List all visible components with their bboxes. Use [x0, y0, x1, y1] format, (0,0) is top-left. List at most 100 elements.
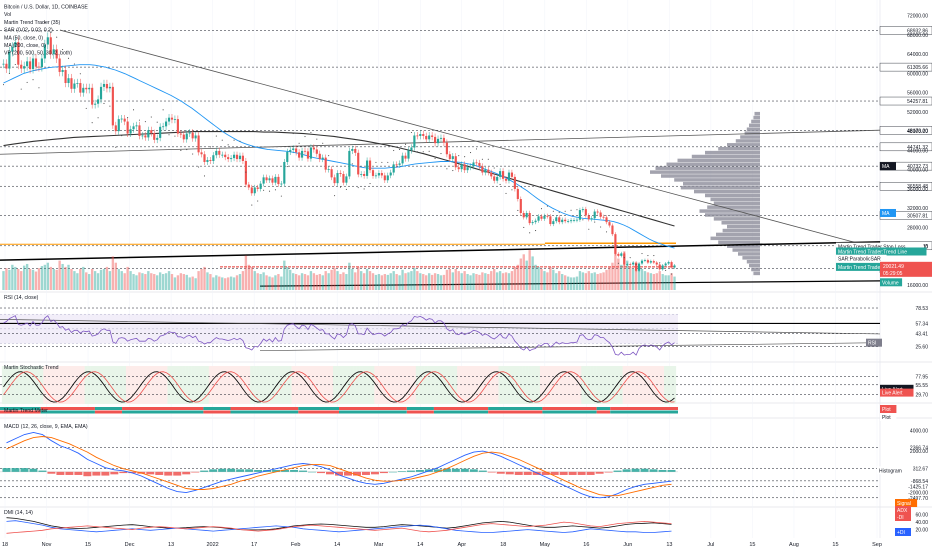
- time-tick-label: Feb: [291, 542, 300, 548]
- dmi-axis-tick: 60.00: [915, 513, 928, 519]
- last-price-label: 20021.49: [883, 264, 904, 270]
- volume-bar: [342, 272, 345, 290]
- stoch-k-line: [3, 371, 675, 403]
- candle-body: [552, 221, 555, 225]
- volume-bar: [513, 266, 517, 290]
- macd-histogram-bar: [388, 471, 397, 473]
- sar-dot: [127, 117, 129, 119]
- stoch-bg-cell: [72, 366, 77, 404]
- candle-body: [156, 137, 159, 140]
- candle-body: [348, 150, 351, 177]
- stoch-bg-cell: [389, 366, 393, 404]
- volume-bar: [25, 263, 29, 290]
- macd-histogram-bar: [56, 471, 65, 475]
- candle-body: [49, 37, 52, 55]
- volume-bar: [561, 274, 564, 290]
- candle-body: [312, 147, 315, 150]
- volume-bar: [670, 273, 673, 290]
- volume-bar: [64, 266, 67, 290]
- candle-body: [215, 150, 218, 156]
- dmi-adx-line: [6, 517, 672, 531]
- volume-bar: [123, 273, 126, 290]
- volume-bar: [380, 275, 384, 290]
- candle-body: [640, 260, 644, 264]
- trendline-descending: [59, 29, 881, 250]
- stoch-bg-cell: [672, 366, 677, 404]
- candle-body: [608, 222, 611, 226]
- stoch-bg-cell: [492, 366, 496, 404]
- candle-body: [327, 169, 330, 170]
- volume-bar: [501, 273, 505, 290]
- price-level-label: 48173.20: [907, 128, 928, 134]
- sar-dot: [446, 168, 448, 170]
- candle-body: [549, 216, 552, 225]
- price-axis-tick: 36000.00: [907, 187, 928, 193]
- volume-profile-bar: [742, 256, 760, 260]
- candle-body: [336, 173, 339, 184]
- volume-bar: [2, 271, 5, 290]
- trend-meter-segment-lower: [406, 410, 434, 414]
- volume-bar: [150, 273, 153, 290]
- stoch-bg-cell: [424, 366, 428, 404]
- candle-body: [363, 173, 366, 176]
- sar-dot: [487, 158, 489, 160]
- candle-body: [182, 134, 185, 140]
- trend-meter-segment: [339, 407, 407, 410]
- time-tick-label: Aug: [789, 542, 799, 548]
- price-level-label: 40732.73: [907, 164, 928, 170]
- sar-dot: [251, 204, 253, 206]
- price-level-box: [879, 142, 932, 152]
- volume-bar: [605, 269, 608, 290]
- time-tick-label: Nov: [42, 542, 52, 548]
- macd-histogram-bar: [379, 471, 388, 474]
- volume-bar: [34, 271, 38, 290]
- sar-dot: [339, 186, 342, 188]
- candle-body: [55, 49, 58, 59]
- sar-dot: [20, 88, 22, 90]
- volume-bar: [608, 266, 611, 290]
- trend-meter-panel[interactable]: Plot Plot: [0, 405, 897, 421]
- volume-bar: [436, 274, 440, 290]
- sar-dot: [440, 153, 442, 155]
- stoch-tag: Live Alert: [882, 391, 903, 397]
- candle-body: [309, 147, 312, 159]
- legend-volume-profile: VP (200, 500, 50, 30, 2, both): [4, 51, 72, 57]
- candle-body: [94, 103, 97, 105]
- price-panel[interactable]: 68932.86 61305.66 54257.81 48173.20 44741.32…: [0, 14, 932, 290]
- macd-histogram-bar: [343, 471, 352, 476]
- candle-body: [247, 184, 250, 188]
- sar-dot: [316, 138, 318, 140]
- sar-dot: [469, 152, 472, 154]
- volume-bar: [655, 273, 658, 290]
- volume-bar: [82, 266, 85, 290]
- sar-dot: [26, 81, 28, 83]
- sar-dot: [203, 175, 206, 177]
- price-axis-tick: 60000.00: [907, 71, 928, 77]
- rsi-trendline-lower: [259, 342, 881, 352]
- volume-bar: [200, 269, 203, 290]
- volume-bar: [478, 274, 481, 290]
- macd-level-label: -868.54: [911, 479, 928, 485]
- candle-body: [31, 58, 35, 70]
- macd-histogram-bar: [640, 468, 649, 472]
- sar-dot: [257, 200, 259, 202]
- stoch-bg-cell: [208, 366, 213, 404]
- macd-panel[interactable]: 4000.00 2000.00 -2000.00 2366.74 312.67 -868.…: [0, 428, 928, 502]
- candle-body: [419, 134, 422, 136]
- stoch-bg-cell: [398, 366, 402, 404]
- candle-body: [277, 176, 280, 185]
- macd-histogram-bar: [236, 469, 245, 472]
- candle-body: [351, 148, 354, 151]
- rsi-panel[interactable]: 78.53 57.34 43.41 25.60 RSI: [0, 306, 928, 356]
- tag-martin-box: [836, 254, 887, 263]
- volume-bar: [413, 268, 416, 290]
- candle-body: [374, 175, 378, 177]
- stoch-bg-cell: [105, 366, 109, 404]
- sar-dot: [67, 57, 70, 59]
- sar-dot: [416, 151, 418, 153]
- volume-bar: [365, 269, 369, 290]
- volume-bar: [194, 278, 197, 290]
